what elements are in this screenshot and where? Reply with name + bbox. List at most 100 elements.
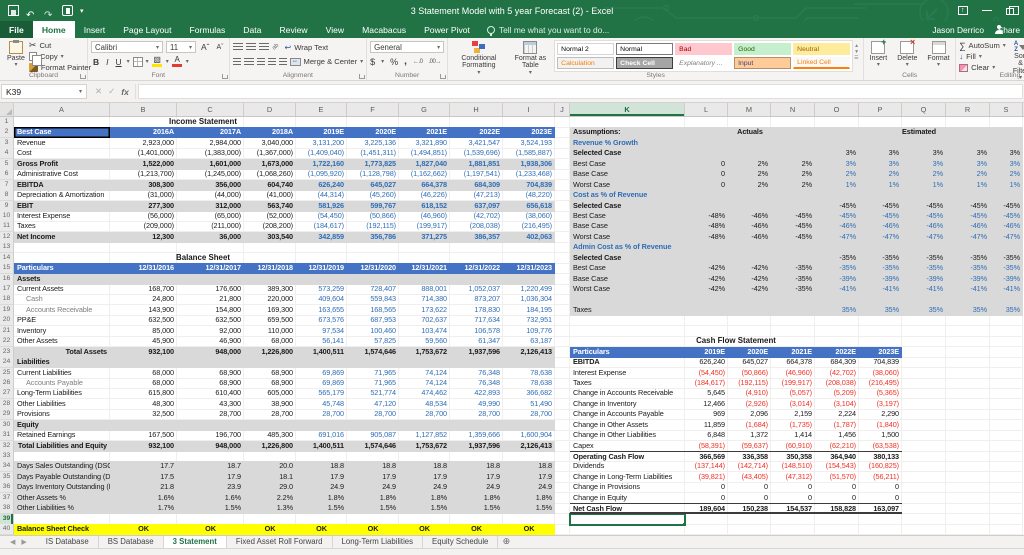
cell-Q1[interactable] bbox=[902, 117, 946, 128]
cell-F6[interactable]: (1,128,798) bbox=[347, 169, 399, 180]
row-header-1[interactable]: 1 bbox=[0, 117, 14, 128]
cell-P32[interactable]: (63,538) bbox=[859, 441, 902, 452]
cell-F2[interactable]: 2020E bbox=[347, 127, 399, 138]
align-bottom-icon[interactable] bbox=[259, 43, 269, 51]
font-size-select[interactable]: 11▾ bbox=[166, 41, 196, 53]
cell-J39[interactable] bbox=[555, 514, 570, 525]
cell-C11[interactable]: (211,000) bbox=[177, 221, 244, 232]
cell-R6[interactable]: 2% bbox=[946, 169, 990, 180]
cell-I4[interactable]: (1,585,887) bbox=[503, 148, 555, 159]
cell-M24[interactable]: 645,027 bbox=[728, 357, 771, 368]
cell-B19[interactable]: 143,900 bbox=[110, 305, 177, 316]
cell-D21[interactable]: 110,000 bbox=[244, 326, 296, 337]
cell-D32[interactable]: 1,226,800 bbox=[244, 441, 296, 452]
cell-J32[interactable] bbox=[555, 441, 570, 452]
column-header-L[interactable]: L bbox=[685, 103, 728, 116]
row-header-25[interactable]: 25 bbox=[0, 368, 14, 379]
cell-A1[interactable] bbox=[14, 117, 110, 128]
cell-C19[interactable]: 154,800 bbox=[177, 305, 244, 316]
cell-J3[interactable] bbox=[555, 138, 570, 149]
cell-A38[interactable]: Other Liabilities % bbox=[14, 503, 110, 514]
cell-I36[interactable]: 24.9 bbox=[503, 482, 555, 493]
cell-J29[interactable] bbox=[555, 409, 570, 420]
sheet-tab-3-statement[interactable]: 3 Statement bbox=[164, 536, 227, 548]
cell-R15[interactable]: -35% bbox=[946, 263, 990, 274]
cell-D18[interactable]: 220,000 bbox=[244, 294, 296, 305]
cell-Q4[interactable]: 3% bbox=[902, 148, 946, 159]
cell-J18[interactable] bbox=[555, 294, 570, 305]
cell-I8[interactable]: (48,220) bbox=[503, 190, 555, 201]
cell-S12[interactable]: -47% bbox=[990, 232, 1023, 243]
cell-M37[interactable]: 0 bbox=[728, 493, 771, 504]
cell-R16[interactable]: -39% bbox=[946, 274, 990, 285]
cell-R24[interactable] bbox=[946, 357, 990, 368]
cell-G13[interactable] bbox=[399, 242, 450, 253]
row-header-13[interactable]: 13 bbox=[0, 242, 14, 253]
cell-P38[interactable]: 163,097 bbox=[859, 503, 902, 514]
cell-H27[interactable]: 422,893 bbox=[450, 388, 503, 399]
cell-A34[interactable]: Days Sales Outstanding (DSO) bbox=[14, 461, 110, 472]
cell-J19[interactable] bbox=[555, 305, 570, 316]
cell-E34[interactable]: 18.8 bbox=[296, 461, 347, 472]
cell-O10[interactable]: -45% bbox=[815, 211, 859, 222]
cell-Q5[interactable]: 3% bbox=[902, 159, 946, 170]
cell-K11[interactable]: Base Case bbox=[570, 221, 685, 232]
cell-C10[interactable]: (65,000) bbox=[177, 211, 244, 222]
cell-R25[interactable] bbox=[946, 368, 990, 379]
cell-N40[interactable] bbox=[771, 524, 815, 535]
cell-O7[interactable]: 1% bbox=[815, 180, 859, 191]
cell-Q6[interactable]: 2% bbox=[902, 169, 946, 180]
cell-L33[interactable]: 366,569 bbox=[685, 451, 728, 462]
column-header-N[interactable]: N bbox=[771, 103, 815, 116]
cell-D19[interactable]: 169,300 bbox=[244, 305, 296, 316]
cell-K26[interactable]: Taxes bbox=[570, 378, 685, 389]
font-dialog-launcher-icon[interactable] bbox=[222, 74, 227, 79]
cell-K14[interactable]: Selected Case bbox=[570, 253, 685, 264]
cell-H4[interactable]: (1,539,696) bbox=[450, 148, 503, 159]
cell-F27[interactable]: 521,774 bbox=[347, 388, 399, 399]
format-cells-button[interactable]: Format▾ bbox=[923, 40, 953, 70]
cell-A27[interactable]: Long-Term Liabilities bbox=[14, 388, 110, 399]
cell-D34[interactable]: 20.0 bbox=[244, 461, 296, 472]
cell-G26[interactable]: 74,124 bbox=[399, 378, 450, 389]
cell-G17[interactable]: 888,001 bbox=[399, 284, 450, 295]
cell-K36[interactable]: Change in Provisions bbox=[570, 482, 685, 493]
cancel-entry-icon[interactable]: ✕ bbox=[95, 86, 102, 97]
cell-S1[interactable] bbox=[990, 117, 1023, 128]
cell-P12[interactable]: -47% bbox=[859, 232, 902, 243]
cell-J37[interactable] bbox=[555, 493, 570, 504]
undo-icon[interactable] bbox=[26, 5, 37, 16]
cell-K35[interactable]: Change in Long-Term Liabilities bbox=[570, 472, 685, 483]
cell-I21[interactable]: 109,776 bbox=[503, 326, 555, 337]
cell-B39[interactable] bbox=[110, 514, 177, 525]
cell-N39[interactable] bbox=[771, 514, 815, 525]
cell-C20[interactable]: 632,500 bbox=[177, 315, 244, 326]
column-header-I[interactable]: I bbox=[503, 103, 555, 116]
cell-J40[interactable] bbox=[555, 524, 570, 535]
cell-G19[interactable]: 173,622 bbox=[399, 305, 450, 316]
cell-P37[interactable]: 0 bbox=[859, 493, 902, 504]
cell-S6[interactable]: 2% bbox=[990, 169, 1023, 180]
cell-S35[interactable] bbox=[990, 472, 1023, 483]
cell-G25[interactable]: 74,124 bbox=[399, 368, 450, 379]
cell-C17[interactable]: 176,600 bbox=[177, 284, 244, 295]
cell-R38[interactable] bbox=[946, 503, 990, 514]
cell-S30[interactable] bbox=[990, 420, 1023, 431]
cell-D27[interactable]: 605,000 bbox=[244, 388, 296, 399]
cell-E20[interactable]: 673,576 bbox=[296, 315, 347, 326]
cell-B29[interactable]: 32,500 bbox=[110, 409, 177, 420]
cell-S22[interactable] bbox=[990, 336, 1023, 347]
cell-E36[interactable]: 24.9 bbox=[296, 482, 347, 493]
cell-N37[interactable]: 0 bbox=[771, 493, 815, 504]
cell-P5[interactable]: 3% bbox=[859, 159, 902, 170]
cell-Q17[interactable]: -41% bbox=[902, 284, 946, 295]
cell-O9[interactable]: -45% bbox=[815, 201, 859, 212]
cell-Q24[interactable] bbox=[902, 357, 946, 368]
cell-O21[interactable] bbox=[815, 326, 859, 337]
redo-icon[interactable] bbox=[44, 5, 55, 16]
cell-Q11[interactable]: -46% bbox=[902, 221, 946, 232]
cell-O28[interactable]: (3,104) bbox=[815, 399, 859, 410]
cell-A32[interactable]: Total Liabilities and Equity bbox=[14, 441, 110, 452]
cell-R23[interactable] bbox=[946, 347, 990, 358]
cell-R29[interactable] bbox=[946, 409, 990, 420]
